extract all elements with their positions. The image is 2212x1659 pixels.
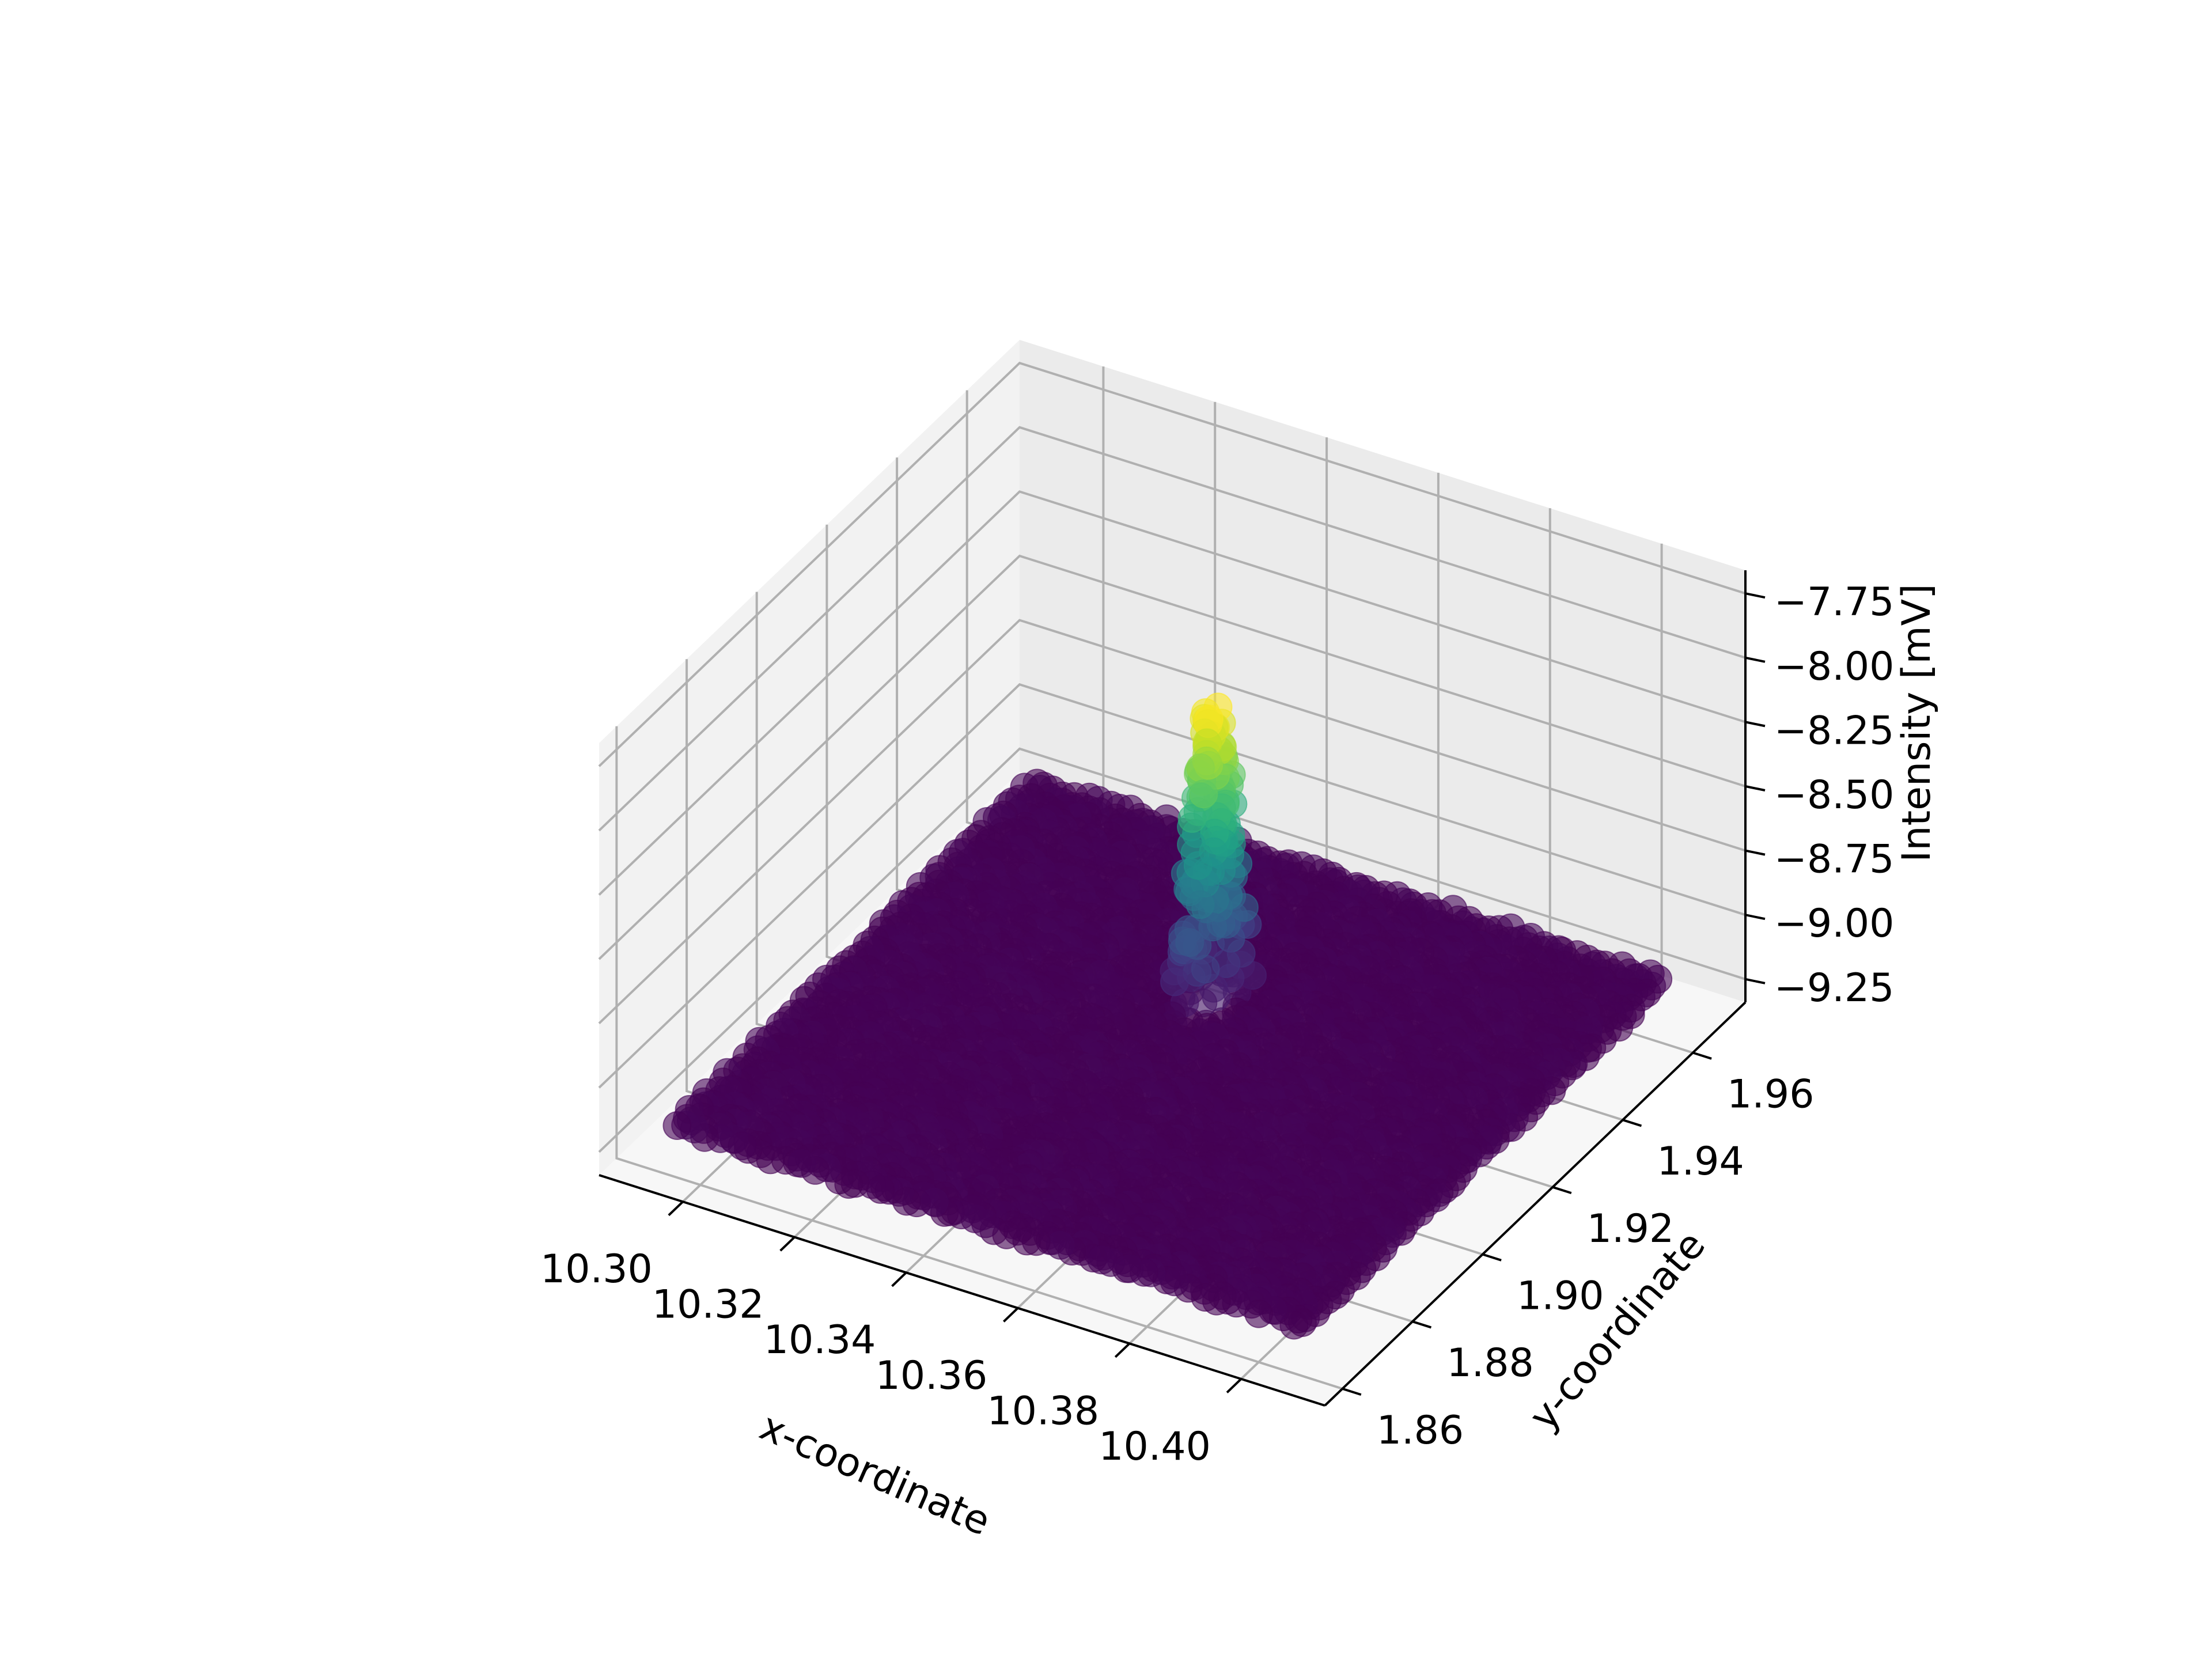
z-axis-label: Intensity [mV] (1894, 584, 1940, 862)
z-gridline (598, 683, 1746, 1089)
x-tick (1226, 1378, 1242, 1393)
z-gridline (598, 361, 1746, 767)
x-tick-label: 10.40 (1099, 1424, 1211, 1469)
z-tick-label: −9.25 (1774, 965, 1894, 1011)
y-tick (1482, 1253, 1502, 1262)
z-gridline (598, 554, 1746, 960)
scatter-point (971, 1209, 1000, 1238)
scatter-point (1189, 779, 1218, 809)
z-tick-label: −8.75 (1774, 837, 1894, 882)
y-axis-label: y-coordinate (1521, 1223, 1714, 1440)
x-tick-label: 10.36 (876, 1353, 988, 1399)
y-tick (1412, 1320, 1432, 1329)
scatter-point (1186, 753, 1215, 782)
z-gridline (598, 426, 1746, 832)
scatter-point (1087, 1245, 1116, 1275)
z-tick (1745, 785, 1766, 791)
y-tick-label: 1.90 (1517, 1274, 1604, 1319)
scatter-points (662, 692, 1673, 1340)
scatter-point (1183, 851, 1213, 880)
scatter-point (787, 1149, 816, 1178)
y-tick (1342, 1387, 1362, 1396)
scatter-point (1279, 1310, 1309, 1340)
y-gridline (615, 726, 1343, 1390)
y-tick-label: 1.86 (1377, 1408, 1464, 1453)
y-tick-label: 1.88 (1446, 1340, 1533, 1386)
scatter-point (1160, 967, 1189, 997)
scatter-point (1175, 928, 1205, 957)
z-tick (1745, 849, 1766, 856)
z-gridline (598, 747, 1746, 1153)
z-gridline (598, 619, 1746, 1025)
y-tick (1552, 1185, 1572, 1195)
y-tick-label: 1.94 (1657, 1139, 1744, 1184)
z-tick (1745, 721, 1766, 728)
x-tick (1002, 1307, 1019, 1323)
x-tick (668, 1200, 684, 1217)
z-tick (1745, 656, 1766, 663)
z-gridline (598, 490, 1746, 896)
x-tick (1114, 1342, 1131, 1358)
y-axis-line (1324, 1001, 1747, 1407)
z-tick (1745, 592, 1766, 599)
y-tick (1692, 1051, 1712, 1060)
x-tick-label: 10.32 (652, 1282, 764, 1328)
z-tick-label: −8.00 (1774, 644, 1894, 690)
x-axis-label: x-coordinate (753, 1404, 997, 1545)
z-tick-label: −9.00 (1774, 901, 1894, 946)
x-axis-line (599, 1174, 1325, 1407)
y-tick-label: 1.92 (1587, 1206, 1674, 1252)
scatter-point (1046, 1230, 1075, 1260)
x-tick-label: 10.30 (540, 1247, 653, 1292)
z-tick (1745, 978, 1766, 984)
scatter-point (1185, 890, 1215, 919)
scatter-point (892, 1187, 921, 1216)
x-tick (779, 1236, 796, 1252)
x-tick-label: 10.34 (764, 1317, 876, 1363)
y-tick-label: 1.96 (1727, 1072, 1814, 1118)
y-tick (1622, 1119, 1642, 1127)
z-tick-label: −8.25 (1774, 708, 1894, 753)
scatter-point (662, 1111, 692, 1140)
z-tick-label: −8.50 (1774, 772, 1894, 818)
x-tick (891, 1271, 907, 1287)
z-tick-label: −7.75 (1774, 579, 1894, 625)
scatter-point (1177, 804, 1207, 833)
z-tick (1745, 914, 1766, 921)
x-tick-label: 10.38 (987, 1388, 1099, 1434)
